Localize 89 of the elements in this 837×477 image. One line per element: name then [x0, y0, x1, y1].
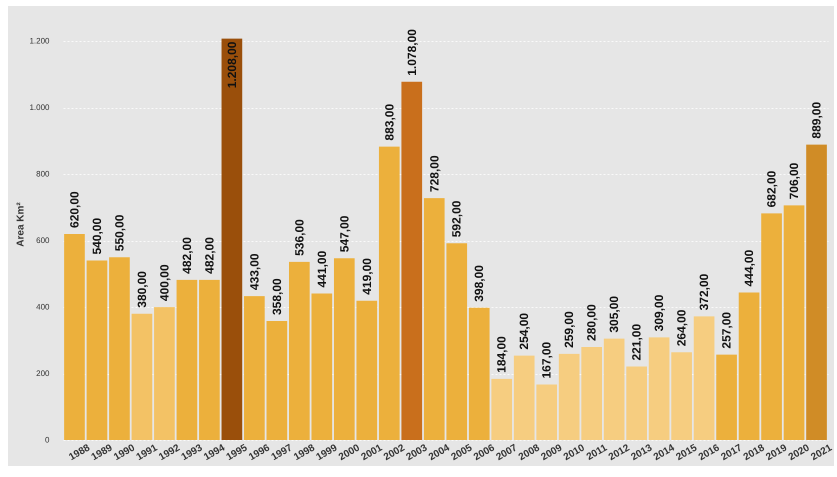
data-label: 592,00 — [450, 200, 464, 238]
y-tick-label: 0 — [45, 436, 50, 444]
data-label: 1.208,00 — [224, 41, 239, 88]
x-tick-label: 1999 — [314, 442, 340, 464]
bar — [694, 316, 714, 440]
y-tick-label: 200 — [36, 369, 50, 378]
data-label: 682,00 — [764, 170, 779, 208]
x-tick-label: 1988 — [67, 442, 92, 464]
data-label: 889,00 — [810, 102, 824, 139]
x-tick-label: 2019 — [764, 442, 790, 464]
data-label: 400,00 — [157, 264, 172, 302]
y-tick-label: 800 — [36, 170, 50, 179]
data-label: 280,00 — [584, 304, 599, 341]
x-tick-label: 2015 — [674, 442, 700, 464]
y-tick-label: 1.000 — [29, 103, 50, 112]
bar — [356, 300, 378, 440]
bar — [491, 378, 512, 440]
bar — [199, 280, 220, 440]
bar — [311, 293, 332, 440]
bar — [424, 198, 445, 440]
data-label: 482,00 — [202, 236, 216, 274]
x-tick-label: 2020 — [786, 442, 812, 464]
data-label: 433,00 — [247, 253, 262, 290]
bar — [378, 146, 400, 440]
x-tick-label: 2017 — [719, 442, 744, 464]
data-label: 620,00 — [67, 190, 82, 228]
bar — [176, 280, 198, 440]
data-label: 264,00 — [674, 309, 689, 346]
x-tick-label: 2018 — [742, 442, 767, 464]
data-label: 441,00 — [314, 250, 329, 288]
x-tick-label: 1998 — [292, 442, 318, 464]
x-tick-label: 1995 — [224, 442, 250, 464]
data-label: 1.078,00 — [404, 28, 419, 76]
bar — [334, 258, 355, 440]
x-tick-label: 1992 — [157, 442, 182, 464]
x-tick-label: 1990 — [112, 442, 138, 464]
y-tick-label: 400 — [36, 302, 50, 312]
bar — [558, 354, 580, 440]
y-axis-title: Area Km² — [15, 202, 26, 247]
data-label: 540,00 — [90, 218, 104, 255]
bar — [266, 321, 288, 440]
data-label: 380,00 — [134, 270, 149, 308]
data-label: 257,00 — [720, 312, 734, 349]
y-tick-label: 600 — [36, 236, 50, 246]
data-label: 419,00 — [360, 258, 374, 295]
x-tick-label: 2002 — [382, 442, 408, 464]
bar — [401, 82, 422, 440]
data-label: 309,00 — [652, 294, 666, 332]
x-tick-label: 2021 — [809, 442, 834, 464]
bar — [244, 296, 265, 440]
bar — [536, 384, 558, 440]
data-label: 358,00 — [270, 278, 284, 316]
bar — [288, 262, 310, 440]
y-tick-label: 1.200 — [29, 36, 50, 46]
x-tick-label: 2016 — [696, 442, 722, 464]
data-label: 883,00 — [382, 104, 396, 141]
x-tick-label: 1997 — [270, 442, 295, 464]
data-label: 706,00 — [787, 162, 802, 200]
x-tick-label: 1991 — [134, 442, 160, 464]
x-tick-label: 1993 — [180, 442, 205, 464]
data-label: 550,00 — [112, 214, 126, 252]
data-label: 372,00 — [697, 273, 712, 310]
data-label: 444,00 — [742, 249, 756, 286]
data-label: 547,00 — [337, 215, 352, 252]
bar — [671, 352, 692, 440]
bar — [446, 243, 468, 440]
bar — [604, 338, 624, 440]
bar — [581, 346, 602, 440]
x-tick-label: 1989 — [90, 442, 115, 464]
bar — [514, 356, 535, 440]
data-label: 482,00 — [180, 236, 194, 274]
data-label: 259,00 — [562, 310, 576, 348]
data-label: 167,00 — [540, 341, 554, 379]
data-label: 254,00 — [517, 312, 532, 350]
x-tick-label: 1996 — [247, 442, 272, 464]
x-tick-label: 1994 — [202, 442, 228, 464]
bar — [626, 366, 647, 440]
bar — [468, 308, 490, 440]
data-label: 184,00 — [494, 336, 509, 373]
x-tick-label: 2001 — [360, 442, 385, 464]
bar — [222, 38, 242, 440]
bar — [806, 144, 827, 440]
data-label: 305,00 — [607, 296, 622, 333]
bar — [648, 337, 670, 440]
data-label: 398,00 — [472, 264, 486, 302]
data-label: 221,00 — [630, 324, 644, 361]
data-label: 728,00 — [427, 155, 442, 192]
data-label: 536,00 — [292, 218, 306, 256]
x-tick-label: 2000 — [337, 442, 362, 464]
